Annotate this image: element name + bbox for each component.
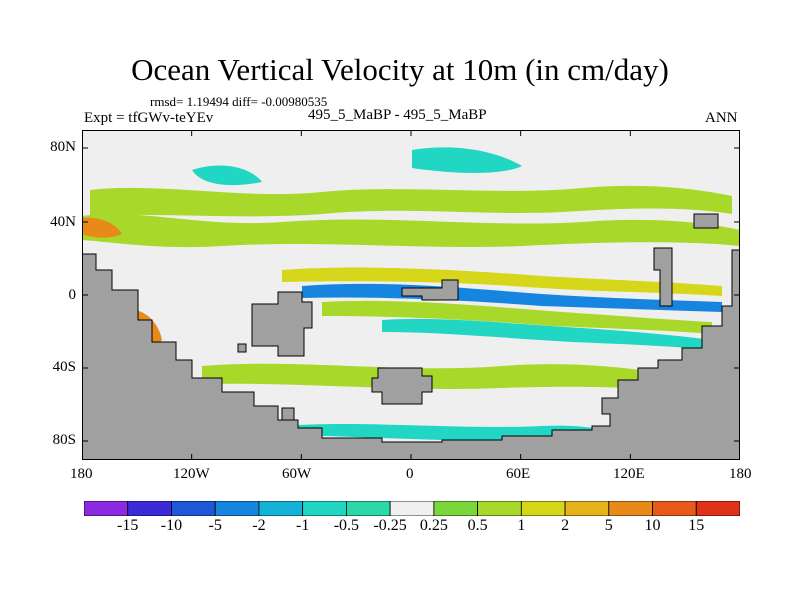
- axis-ticks: [81, 130, 741, 460]
- colorbar-swatch: [564, 500, 610, 517]
- colorbar-swatch: [214, 500, 260, 517]
- colorbar-swatch: [389, 500, 435, 517]
- arctic-teal-patch: [412, 147, 522, 173]
- southern-teal-band: [382, 318, 712, 350]
- small-island: [281, 407, 295, 421]
- lon-label-180w: 180: [70, 466, 93, 482]
- experiment-label: Expt = tfGWv-teYEv: [84, 110, 214, 126]
- colorbar-swatch: [302, 500, 347, 517]
- colorbar-label: 10: [644, 517, 661, 534]
- equatorial-band-south: [322, 300, 712, 334]
- chart-title: Ocean Vertical Velocity at 10m (in cm/da…: [131, 52, 669, 87]
- stats-text: rmsd= 1.19494 diff= -0.00980535: [150, 94, 328, 109]
- contour-map: [81, 130, 741, 461]
- colorbar-swatch: [608, 500, 653, 517]
- southern-band: [202, 363, 682, 392]
- land-masses: [81, 213, 741, 461]
- colorbar-label: 2: [561, 517, 570, 534]
- lon-label-180e: 180: [729, 466, 752, 482]
- colorbar: [83, 500, 741, 517]
- colorbar-swatch: [83, 500, 129, 517]
- northeast-island: [693, 213, 719, 229]
- colorbar-label: -15: [117, 517, 139, 534]
- colorbar-label: 0.5: [467, 517, 488, 534]
- colorbar-swatches: [83, 500, 741, 517]
- lat-label-eq: 0: [68, 287, 77, 303]
- colorbar-labels: -15 -10 -5 -2 -1 -0.5 -0.25 0.25 0.5 1 2 5 10 15: [84, 517, 740, 539]
- colorbar-swatch: [258, 500, 304, 517]
- lon-label-120w: 120W: [173, 466, 210, 482]
- colorbar-label: -2: [252, 517, 266, 534]
- lat-label-80n: 80N: [50, 139, 76, 155]
- colorbar-label: 15: [688, 517, 705, 534]
- colorbar-label: -10: [160, 517, 183, 534]
- arctic-teal-patch-2: [192, 165, 262, 186]
- colorbar-label: 1: [517, 517, 526, 534]
- map-panel: [81, 130, 741, 461]
- colorbar-label: 5: [604, 517, 613, 534]
- colorbar-swatch: [433, 500, 478, 517]
- equatorial-island: [401, 279, 459, 301]
- comparison-label: 495_5_MaBP - 495_5_MaBP: [308, 107, 487, 123]
- lat-label-80s: 80S: [52, 432, 76, 448]
- colorbar-swatch: [477, 500, 522, 517]
- colorbar-swatch: [695, 500, 741, 517]
- lat-label-40n: 40N: [50, 214, 76, 230]
- colorbar-swatch: [520, 500, 566, 517]
- colorbar-label: -1: [295, 517, 310, 534]
- southern-island: [371, 367, 433, 405]
- tiny-island: [237, 343, 247, 353]
- colorbar-label: -0.5: [333, 517, 360, 534]
- lon-label-120e: 120E: [613, 466, 645, 482]
- lon-label-60w: 60W: [282, 466, 312, 482]
- colorbar-label: -0.25: [373, 517, 407, 534]
- lon-axis: 180 120W 60W 0 60E 120E 180: [0, 466, 800, 486]
- colorbar-swatch: [652, 500, 697, 517]
- central-island: [251, 291, 313, 357]
- lon-label-60e: 60E: [506, 466, 531, 482]
- northern-warm-spot: [82, 217, 122, 238]
- equatorial-band-north: [282, 267, 722, 296]
- colorbar-swatch: [171, 500, 216, 517]
- lat-label-40s: 40S: [52, 359, 76, 375]
- northern-band: [82, 214, 740, 248]
- western-continent: [81, 249, 741, 461]
- lon-label-0: 0: [406, 466, 414, 482]
- season-label: ANN: [705, 110, 738, 126]
- eastern-island: [653, 247, 673, 307]
- colorbar-label: -5: [208, 517, 222, 534]
- arctic-band: [90, 185, 732, 217]
- colorbar-label: 0.25: [419, 517, 448, 534]
- colorbar-swatch: [127, 500, 172, 517]
- colorbar-swatch: [345, 500, 391, 517]
- lat-axis: 80N 40N 0 40S 80S: [48, 0, 82, 600]
